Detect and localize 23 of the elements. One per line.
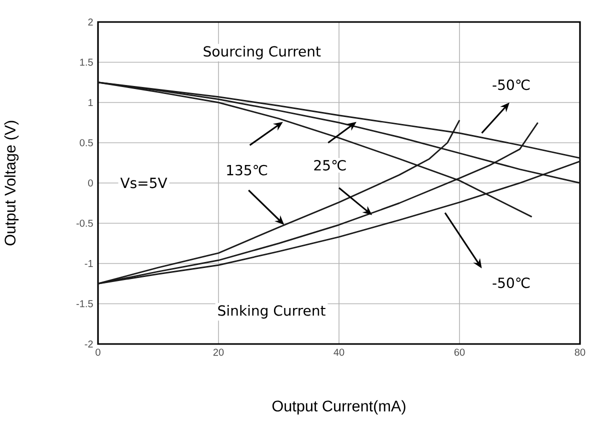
- x-tick-label: 60: [454, 348, 465, 356]
- annotation: Sinking Current: [218, 305, 326, 319]
- y-tick-label: 0: [88, 179, 93, 187]
- annotation: 135℃: [227, 164, 268, 176]
- x-tick-label: 80: [574, 348, 586, 356]
- y-tick-label: 2: [88, 18, 93, 26]
- x-axis-title: Output Current(mA): [272, 400, 406, 415]
- annotation: -50℃: [492, 79, 530, 90]
- annotation: Vs=5V: [120, 178, 168, 188]
- x-tick-label: 40: [334, 348, 344, 356]
- y-axis-title: Output Voltage (V): [4, 120, 19, 246]
- annotation: Sourcing Current: [204, 46, 321, 60]
- y-tick-label: -0.5: [76, 220, 93, 227]
- y-tick-label: 1: [88, 99, 93, 106]
- y-tick-label: -1: [84, 260, 93, 267]
- y-tick-label: 0.5: [80, 139, 93, 146]
- y-tick-label: 1.5: [80, 58, 93, 66]
- annotation: -50℃: [492, 278, 530, 288]
- x-tick-label: 20: [213, 348, 224, 356]
- y-tick-label: -2: [84, 340, 93, 348]
- y-tick-label: -1.5: [76, 300, 93, 308]
- annotation: 25℃: [314, 160, 346, 171]
- x-tick-label: 0: [96, 348, 100, 356]
